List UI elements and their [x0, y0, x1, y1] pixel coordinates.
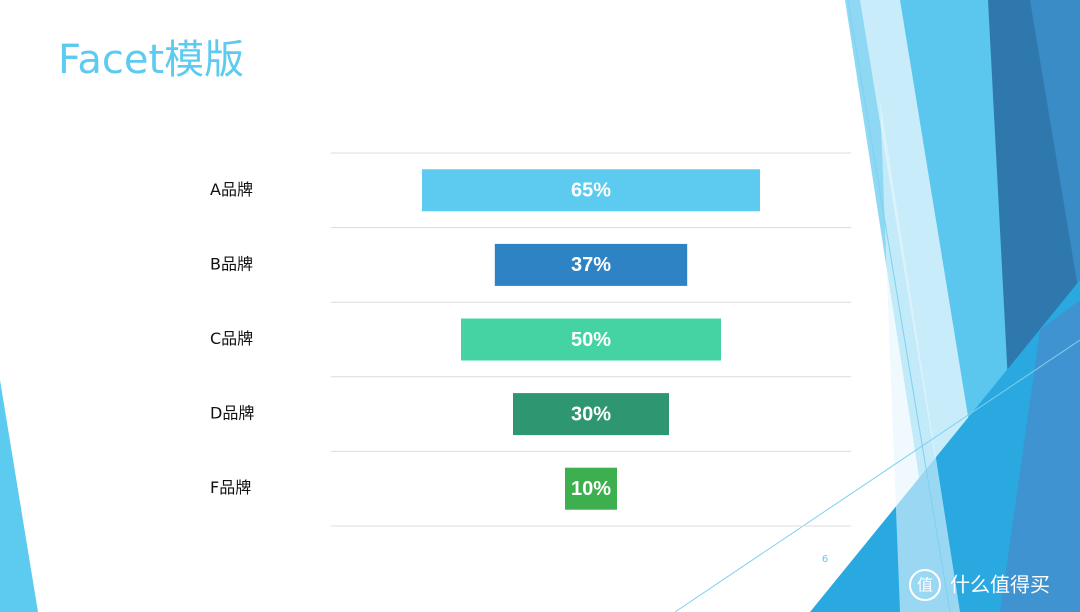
shard: [1030, 0, 1080, 300]
watermark-text: 什么值得买: [950, 573, 1050, 597]
slide-title: Facet模版: [58, 37, 244, 83]
value-label: 30%: [571, 403, 611, 425]
value-label: 37%: [571, 254, 611, 276]
category-label: F品牌: [210, 478, 251, 497]
category-label: C品牌: [210, 329, 253, 348]
deco-line: [674, 339, 1080, 612]
category-label: B品牌: [210, 254, 253, 273]
bar: [565, 467, 617, 510]
bar: [513, 393, 669, 436]
value-label: 50%: [571, 329, 611, 351]
bar: [494, 243, 688, 286]
value-label: 65%: [571, 180, 611, 202]
category-label: D品牌: [210, 404, 254, 423]
watermark-icon: 值: [917, 576, 933, 595]
left-shard: [0, 380, 38, 612]
plot: A品牌 65% B品牌 37% C品牌 50% D品牌 30% F品牌 10%: [210, 152, 851, 527]
bar: [422, 169, 760, 212]
value-label: 10%: [571, 478, 611, 500]
shard: [880, 100, 960, 612]
deco-line: [847, 0, 951, 612]
page-number: 6: [822, 554, 828, 565]
watermark-icon-ring: [909, 569, 941, 601]
category-label: A品牌: [210, 180, 253, 199]
shard: [1000, 300, 1080, 612]
bar: [461, 318, 721, 361]
